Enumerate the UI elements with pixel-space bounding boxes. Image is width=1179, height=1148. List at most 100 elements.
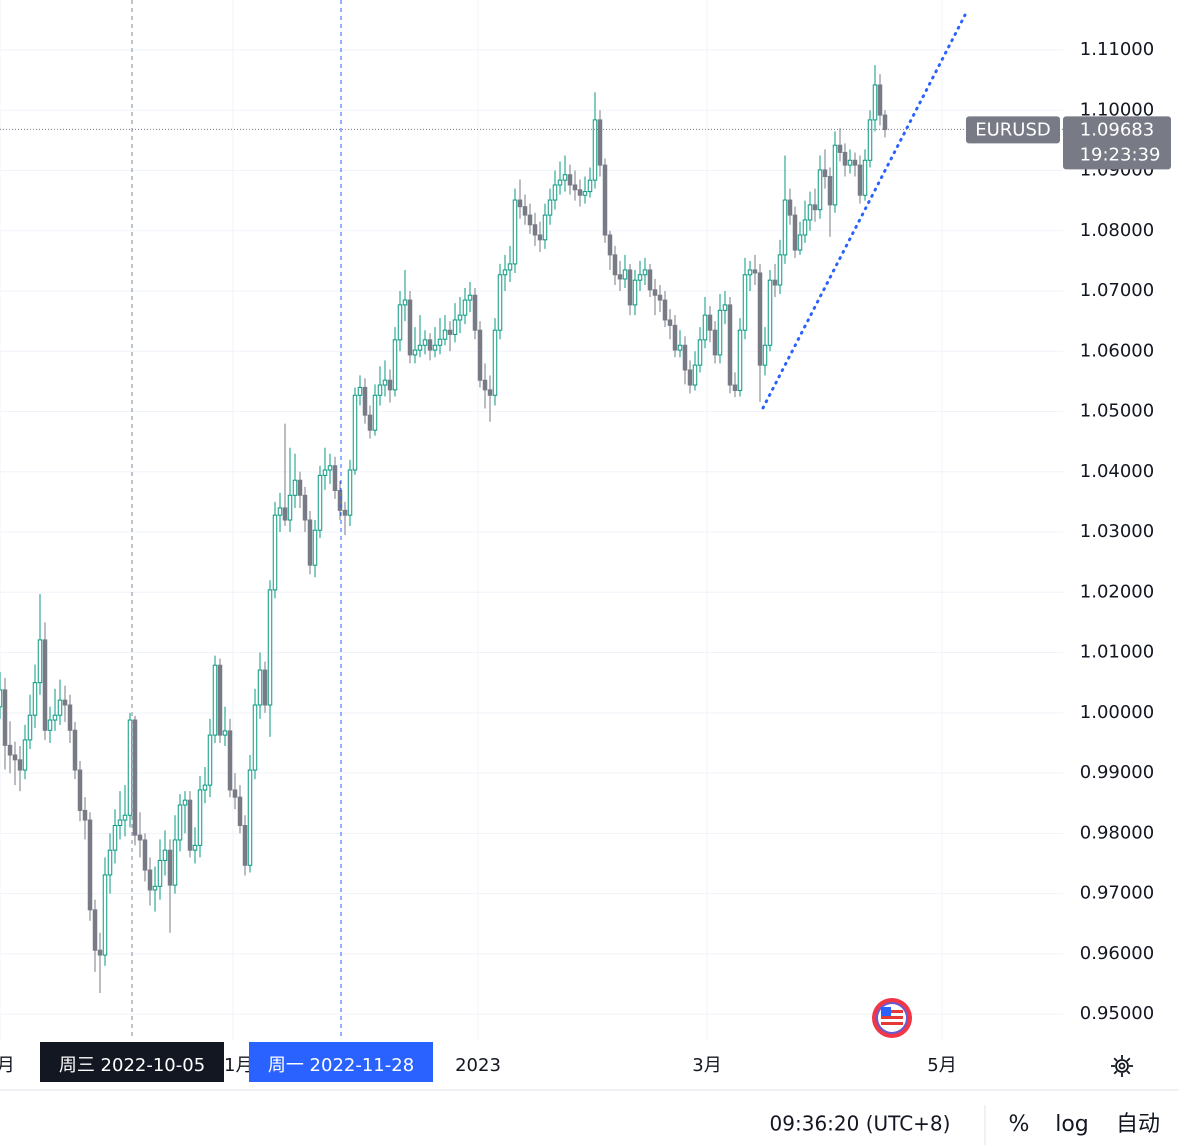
candle-body [182, 799, 188, 806]
candle-body [302, 494, 308, 521]
candle-body [407, 299, 413, 356]
candle-body [32, 682, 38, 716]
candle-body [492, 329, 498, 396]
grid [0, 0, 1063, 1040]
candle-body [282, 507, 288, 521]
candle-body [252, 704, 258, 771]
candle-body [777, 254, 783, 286]
candle-body [562, 174, 568, 181]
candle-body [62, 699, 68, 706]
candle-body [542, 214, 548, 241]
candle-body [812, 204, 818, 211]
candle-body [462, 299, 468, 316]
candle-body [692, 364, 698, 386]
candle-body [277, 507, 283, 516]
candle-body [47, 719, 53, 731]
candle-body [592, 119, 598, 181]
last-price-label: 1.09683 [1080, 119, 1154, 140]
trend-line [761, 13, 967, 410]
candle-body [232, 789, 238, 798]
candle-body [192, 844, 198, 851]
candle-body [127, 719, 133, 816]
candle-body [287, 494, 293, 521]
candle-body [737, 329, 743, 391]
candle-body [707, 314, 713, 331]
candle-body [317, 474, 323, 531]
candle-body [237, 796, 243, 826]
candle-body [172, 839, 178, 886]
axes: 0.95000 0.96000 0.97000 0.98000 0.99000 1.000… [0, 39, 1171, 1082]
candle-body [197, 789, 203, 846]
candle-body [647, 269, 653, 291]
x-tick-label: 5月 [927, 1055, 956, 1076]
candle-body [877, 84, 883, 116]
candle-body [872, 84, 878, 121]
candle-body [122, 814, 128, 821]
y-tick-label: 1.01000 [1080, 642, 1154, 663]
candle-body [642, 269, 648, 276]
candle-body [267, 589, 273, 706]
candle-body [72, 729, 78, 771]
candle-body [687, 369, 693, 386]
settings-icon[interactable] [1111, 1055, 1133, 1077]
y-tick-label: 1.02000 [1080, 581, 1154, 602]
percent-button[interactable]: % [1009, 1112, 1030, 1137]
candle-body [167, 849, 173, 886]
plot-area [0, 0, 1063, 1040]
candle-body [77, 769, 83, 811]
candle-body [427, 339, 433, 351]
candle-body [467, 294, 473, 301]
candle-body [447, 329, 453, 335]
y-tick-label: 0.98000 [1080, 822, 1154, 843]
y-tick-label: 1.04000 [1080, 461, 1154, 482]
candle-body [87, 819, 93, 911]
candle-body [807, 204, 813, 221]
candle-body [412, 349, 418, 356]
candle-body [17, 759, 23, 771]
candle-body [27, 714, 33, 741]
candle-body [607, 234, 613, 256]
candle-body [477, 329, 483, 381]
candle-body [202, 784, 208, 791]
candle-body [782, 199, 788, 256]
candle-body [802, 219, 808, 236]
candle-body [822, 169, 828, 178]
auto-button[interactable]: 自动 [1116, 1112, 1160, 1137]
candle-body [882, 114, 888, 131]
candle-body [522, 206, 528, 216]
time-label[interactable]: 09:36:20 (UTC+8) [770, 1112, 951, 1136]
candle-body [327, 465, 333, 471]
candle-body [12, 754, 18, 761]
y-tick-label: 1.10000 [1080, 99, 1154, 120]
y-tick-label: 1.00000 [1080, 702, 1154, 723]
y-tick-label: 1.07000 [1080, 280, 1154, 301]
candle-body [312, 529, 318, 566]
candle-body [547, 199, 553, 216]
candle-body [482, 379, 488, 391]
candle-body [37, 639, 43, 684]
candle-body [377, 384, 383, 396]
candle-body [387, 379, 393, 391]
candle-body [147, 869, 153, 891]
candle-body [837, 144, 843, 153]
candle-body [102, 874, 108, 956]
candle-body [332, 465, 338, 491]
candle-body [132, 719, 138, 836]
candle-body [727, 304, 733, 386]
candle-body [382, 379, 388, 386]
candle-body [2, 689, 8, 746]
candle-body [757, 272, 763, 366]
x-tick-label: 3月 [692, 1055, 721, 1076]
event-flag-icon[interactable] [872, 998, 912, 1038]
candle-body [457, 314, 463, 321]
candle-body [52, 714, 58, 721]
log-button[interactable]: log [1055, 1112, 1089, 1137]
candle-body [347, 469, 353, 516]
candle-body [307, 519, 313, 566]
candle-body [292, 479, 298, 496]
candle-body [137, 834, 143, 841]
candle-body [422, 339, 428, 346]
candle-body [112, 824, 118, 851]
